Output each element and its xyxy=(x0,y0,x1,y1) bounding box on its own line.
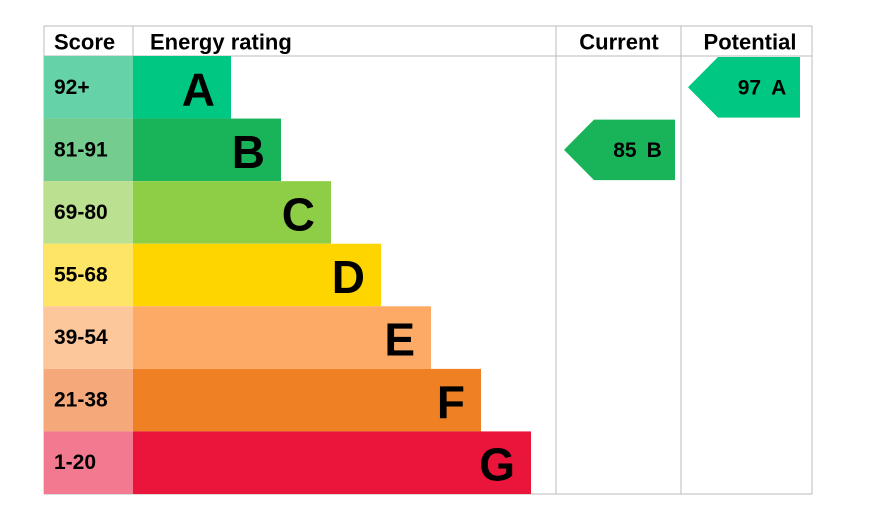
score-cell xyxy=(44,118,133,182)
rating-bar xyxy=(133,368,481,432)
score-range: 69-80 xyxy=(54,201,108,224)
rating-letter: C xyxy=(282,188,315,240)
potential-value: 97 xyxy=(738,76,761,99)
rating-letter: A xyxy=(182,63,215,115)
rating-letter: D xyxy=(332,251,365,303)
current-arrow xyxy=(564,119,675,181)
rating-bar xyxy=(133,56,231,119)
score-range: 39-54 xyxy=(54,326,108,349)
rating-bar xyxy=(133,431,531,494)
score-range: 81-91 xyxy=(54,138,108,161)
score-range: 21-38 xyxy=(54,389,108,412)
score-range: 55-68 xyxy=(54,264,108,287)
rating-bar xyxy=(133,306,431,369)
header-potential: Potential xyxy=(704,30,797,55)
rating-bar xyxy=(133,181,331,244)
header-current: Current xyxy=(579,30,659,55)
header-score: Score xyxy=(54,30,115,55)
score-cell xyxy=(44,368,133,432)
rating-letter: E xyxy=(384,314,415,366)
current-letter: B xyxy=(647,138,662,161)
current-value: 85 xyxy=(613,138,637,161)
rating-letter: F xyxy=(437,376,465,428)
score-cell xyxy=(44,243,133,307)
score-range: 1-20 xyxy=(54,451,96,474)
score-cell xyxy=(44,431,133,494)
rating-bar xyxy=(133,243,381,307)
score-cell xyxy=(44,181,133,244)
potential-arrow xyxy=(688,57,800,118)
header-rating: Energy rating xyxy=(150,30,292,55)
current-rating: 85 B xyxy=(613,138,662,161)
score-range: 92+ xyxy=(54,76,90,99)
rating-letter: G xyxy=(479,439,515,491)
score-cell xyxy=(44,306,133,369)
potential-letter: A xyxy=(771,76,786,99)
rating-bar xyxy=(133,118,281,182)
rating-letter: B xyxy=(232,126,265,178)
potential-rating: 97 A xyxy=(738,76,787,99)
score-cell xyxy=(44,56,133,119)
